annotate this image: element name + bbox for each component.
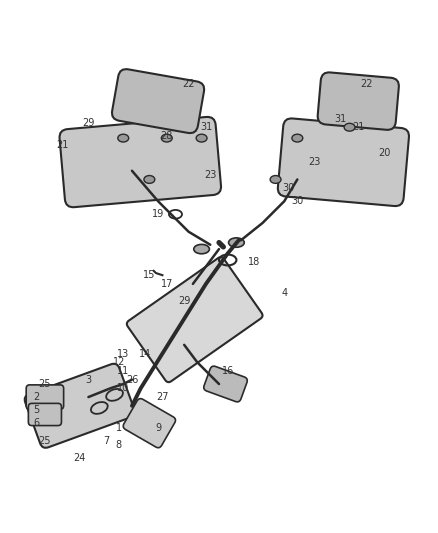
Text: 22: 22 xyxy=(361,79,373,88)
FancyBboxPatch shape xyxy=(127,257,262,382)
FancyBboxPatch shape xyxy=(318,72,399,130)
Text: 9: 9 xyxy=(155,423,161,433)
Text: 23: 23 xyxy=(308,157,321,167)
Text: 27: 27 xyxy=(156,392,169,402)
Text: 28: 28 xyxy=(161,131,173,141)
Text: 31: 31 xyxy=(200,122,212,132)
Text: 14: 14 xyxy=(139,349,151,359)
Ellipse shape xyxy=(292,134,303,142)
Text: 31: 31 xyxy=(335,114,347,124)
Text: 15: 15 xyxy=(143,270,155,280)
FancyBboxPatch shape xyxy=(278,118,409,206)
Ellipse shape xyxy=(196,134,207,142)
Text: 19: 19 xyxy=(152,209,164,219)
Text: 18: 18 xyxy=(248,257,260,267)
Ellipse shape xyxy=(161,134,172,142)
FancyBboxPatch shape xyxy=(25,364,135,448)
Ellipse shape xyxy=(118,134,129,142)
FancyBboxPatch shape xyxy=(204,366,247,402)
Text: 4: 4 xyxy=(281,288,287,297)
Ellipse shape xyxy=(229,238,244,247)
Text: 5: 5 xyxy=(33,405,39,415)
Text: 17: 17 xyxy=(161,279,173,289)
Text: 6: 6 xyxy=(33,418,39,428)
Text: 12: 12 xyxy=(113,357,125,367)
Text: 20: 20 xyxy=(378,148,391,158)
Text: 22: 22 xyxy=(182,79,195,88)
Text: 25: 25 xyxy=(39,379,51,389)
Text: 21: 21 xyxy=(352,122,364,132)
Text: 23: 23 xyxy=(204,170,216,180)
Text: 26: 26 xyxy=(126,375,138,385)
Ellipse shape xyxy=(194,245,209,254)
Text: 3: 3 xyxy=(85,375,92,385)
Text: 7: 7 xyxy=(103,435,109,446)
Text: 8: 8 xyxy=(116,440,122,450)
Text: 29: 29 xyxy=(178,296,191,306)
Text: 30: 30 xyxy=(291,196,304,206)
Ellipse shape xyxy=(270,175,281,183)
Text: 30: 30 xyxy=(283,183,295,193)
Text: 25: 25 xyxy=(39,435,51,446)
Ellipse shape xyxy=(144,175,155,183)
FancyBboxPatch shape xyxy=(123,399,176,448)
FancyBboxPatch shape xyxy=(28,403,61,425)
Text: 1: 1 xyxy=(116,423,122,433)
Text: 29: 29 xyxy=(82,118,95,128)
FancyBboxPatch shape xyxy=(26,385,64,409)
Text: 13: 13 xyxy=(117,349,129,359)
Text: 16: 16 xyxy=(222,366,234,376)
Text: 10: 10 xyxy=(117,383,129,393)
Text: 21: 21 xyxy=(56,140,68,150)
Ellipse shape xyxy=(344,123,355,131)
Text: 11: 11 xyxy=(117,366,129,376)
FancyBboxPatch shape xyxy=(112,69,204,133)
Text: 24: 24 xyxy=(74,453,86,463)
Text: 2: 2 xyxy=(33,392,39,402)
FancyBboxPatch shape xyxy=(60,117,221,207)
